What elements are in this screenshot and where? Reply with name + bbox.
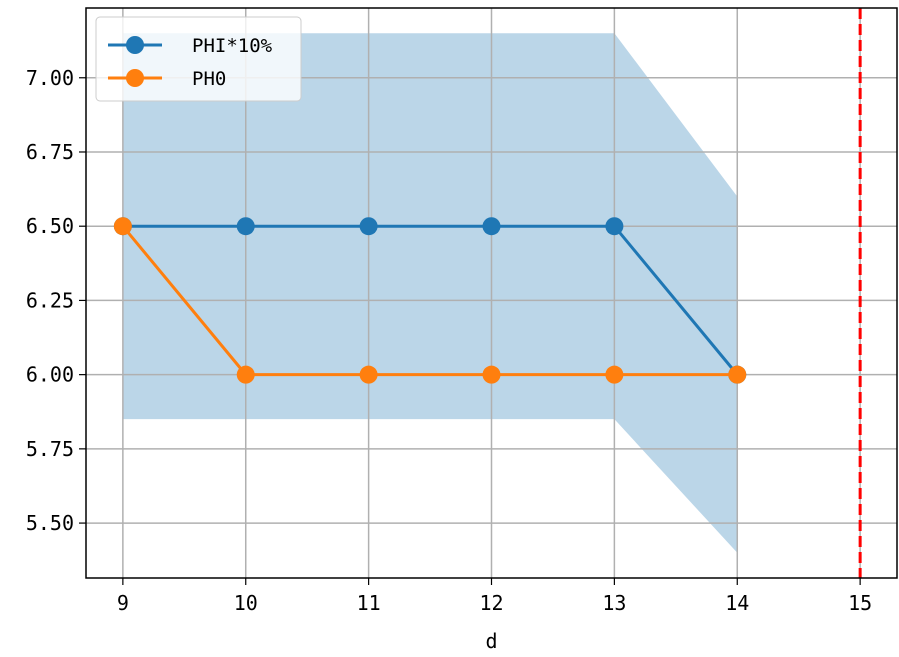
- series-layer: [113, 217, 747, 384]
- series-2: [113, 217, 747, 384]
- legend-item: PH0: [108, 68, 226, 90]
- x-tick-label: 13: [602, 591, 626, 615]
- series-line: [121, 225, 738, 377]
- legend-item: PHI*10%: [108, 35, 273, 57]
- data-point: [236, 365, 255, 384]
- x-tick-label: 14: [725, 591, 749, 615]
- data-point: [113, 217, 132, 236]
- y-tick-label: 6.50: [26, 214, 74, 238]
- legend: PHI*10% PH0: [95, 16, 302, 102]
- legend-items: PHI*10% PH0: [108, 35, 273, 90]
- data-point: [359, 365, 378, 384]
- legend-label: PH0: [192, 68, 226, 90]
- legend-swatch-marker: [126, 69, 144, 87]
- data-point: [605, 365, 624, 384]
- x-tick-label: 15: [848, 591, 872, 615]
- data-point: [728, 365, 747, 384]
- y-tick-label: 5.75: [26, 437, 74, 461]
- y-tick-label: 6.75: [26, 140, 74, 164]
- legend-box: [95, 16, 302, 102]
- data-point: [236, 217, 255, 236]
- data-point: [605, 217, 624, 236]
- tick-layer: 9 10 11 12 13 14 15 5.50 5.75 6.00 6.25 6.50 6.75 7.0…: [26, 66, 872, 615]
- confidence-band-layer: [122, 33, 738, 553]
- series-line: [122, 224, 739, 376]
- data-point: [359, 217, 378, 236]
- data-point: [482, 365, 501, 384]
- x-tick-label: 12: [479, 591, 503, 615]
- x-tick-label: 9: [117, 591, 129, 615]
- y-tick-label: 7.00: [26, 66, 74, 90]
- data-point: [482, 217, 501, 236]
- legend-label: PHI*10%: [192, 35, 273, 57]
- y-tick-label: 6.25: [26, 288, 74, 312]
- y-tick-label: 5.50: [26, 511, 74, 535]
- y-tick-label: 6.00: [26, 363, 74, 387]
- x-tick-label: 11: [357, 591, 381, 615]
- legend-swatch-marker: [126, 36, 144, 54]
- x-tick-label: 10: [234, 591, 258, 615]
- confidence-band: [122, 33, 738, 553]
- x-axis-label: d: [485, 629, 497, 653]
